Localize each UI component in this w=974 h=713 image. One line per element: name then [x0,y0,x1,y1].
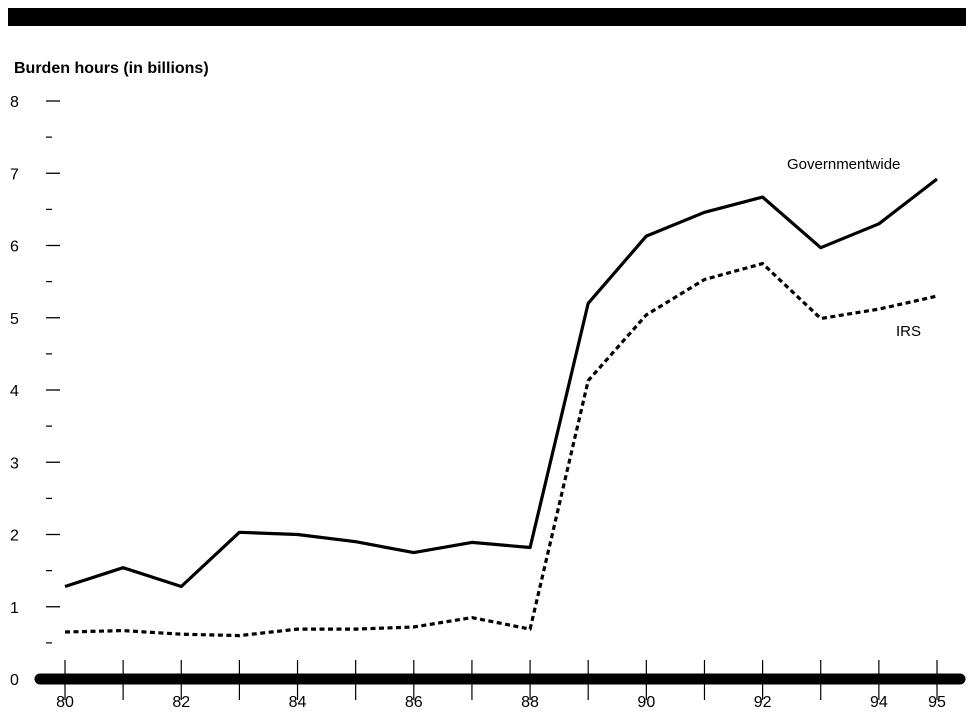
x-tick-label: 86 [405,694,423,711]
series-label-governmentwide: Governmentwide [787,156,900,173]
y-tick-label: 0 [10,672,19,689]
y-tick-label: 4 [10,383,19,400]
y-tick-label: 3 [10,455,19,472]
y-tick-label: 2 [10,528,19,545]
y-tick-label: 1 [10,600,19,617]
y-tick-label: 7 [10,166,19,183]
top-banner-bar [8,8,966,26]
x-tick-label: 95 [928,694,946,711]
x-tick-label: 82 [172,694,190,711]
y-tick-label: 6 [10,239,19,256]
series-line-governmentwide [64,177,938,589]
x-tick-label: 84 [289,694,307,711]
x-tick-label: 90 [637,694,655,711]
x-tick-label: 80 [56,694,74,711]
y-axis-title: Burden hours (in billions) [14,60,209,77]
y-tick-label: 8 [10,94,19,111]
x-tick-label: 94 [870,694,888,711]
y-tick-label: 5 [10,311,19,328]
x-tick-label: 92 [754,694,772,711]
series-line-irs [64,262,938,638]
x-tick-label: 88 [521,694,539,711]
series-label-irs: IRS [896,323,921,340]
